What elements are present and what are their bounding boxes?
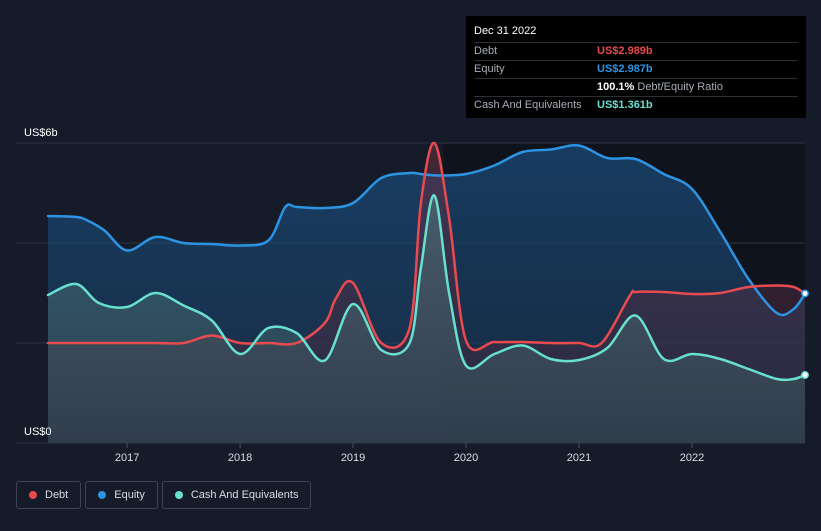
legend-item-debt[interactable]: Debt xyxy=(16,481,82,509)
series-lines xyxy=(46,141,807,382)
tooltip-row-debt: Debt US$2.989b xyxy=(474,42,798,60)
tooltip-label-ratio xyxy=(474,79,597,96)
equity-line xyxy=(46,143,807,317)
legend: Debt Equity Cash And Equivalents xyxy=(16,481,312,509)
legend-item-cash[interactable]: Cash And Equivalents xyxy=(161,481,312,509)
tooltip-label-equity: Equity xyxy=(474,63,505,75)
legend-item-equity[interactable]: Equity xyxy=(85,481,158,509)
y-tick-label-top: US$6b xyxy=(24,127,58,139)
end-markers xyxy=(801,289,809,379)
legend-label-cash: Cash And Equivalents xyxy=(190,489,299,501)
x-tick-label-2021: 2021 xyxy=(567,452,591,464)
x-tick-label-2017: 2017 xyxy=(115,452,139,464)
legend-dot-cash xyxy=(174,491,183,499)
cash-line xyxy=(46,194,807,382)
ratio-suffix: Debt/Equity Ratio xyxy=(637,81,723,93)
x-tick-label-2019: 2019 xyxy=(341,452,365,464)
cash-end-marker xyxy=(801,371,809,379)
tooltip-value-ratio: 100.1% Debt/Equity Ratio xyxy=(597,79,723,96)
x-tick-label-2022: 2022 xyxy=(680,452,704,464)
tooltip-date: Dec 31 2022 xyxy=(474,25,537,37)
tooltip: Dec 31 2022 Debt US$2.989b Equity US$2.9… xyxy=(466,16,806,118)
legend-label-equity: Equity xyxy=(114,489,145,501)
x-tick-labels: 2017 2018 2019 2020 2021 2022 xyxy=(115,443,704,464)
tooltip-label-debt: Debt xyxy=(474,45,498,57)
tooltip-row-ratio: 100.1% Debt/Equity Ratio xyxy=(474,78,798,96)
y-tick-labels: US$6b US$0 xyxy=(24,127,58,438)
tooltip-value-debt: US$2.989b xyxy=(597,45,653,57)
x-tick-label-2020: 2020 xyxy=(454,452,478,464)
equity-end-marker xyxy=(801,289,809,298)
tooltip-row-cash: Cash And Equivalents US$1.361b xyxy=(474,96,798,114)
y-tick-label-bottom: US$0 xyxy=(24,426,52,438)
tooltip-row-equity: Equity US$2.987b xyxy=(474,60,798,78)
tooltip-value-equity: US$2.987b xyxy=(597,63,653,75)
ratio-value: 100.1% xyxy=(597,81,635,93)
cash-area xyxy=(48,195,805,443)
series-areas xyxy=(48,142,805,443)
tooltip-value-cash: US$1.361b xyxy=(597,99,653,111)
x-tick-label-2018: 2018 xyxy=(228,452,252,464)
tooltip-label-cash: Cash And Equivalents xyxy=(474,99,582,111)
legend-dot-equity xyxy=(98,491,107,499)
debt-line xyxy=(46,141,807,352)
legend-dot-debt xyxy=(29,491,37,499)
legend-label-debt: Debt xyxy=(45,489,69,501)
